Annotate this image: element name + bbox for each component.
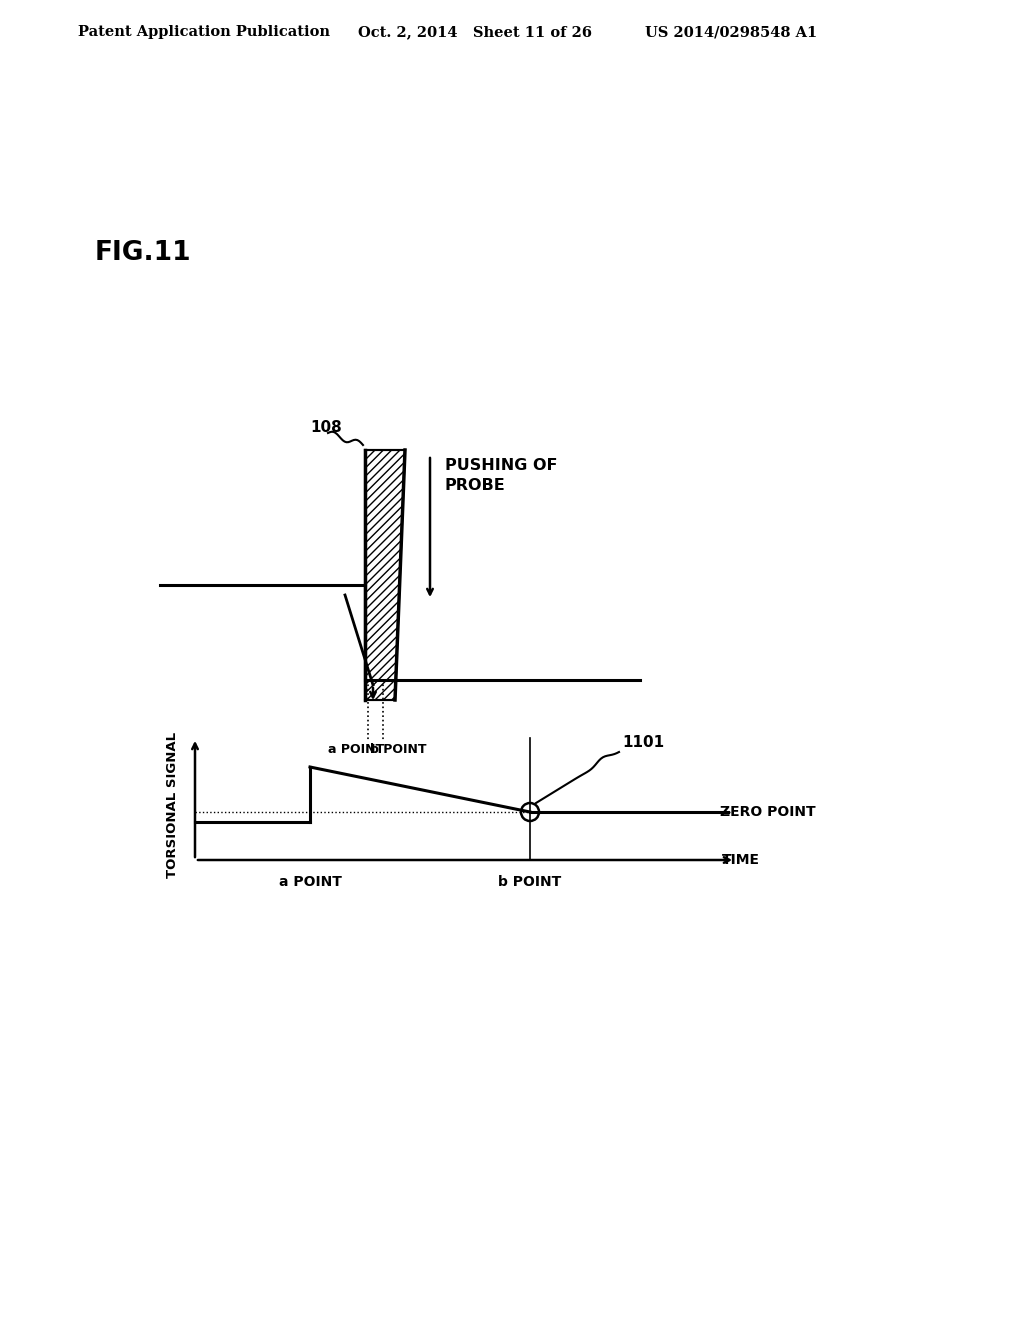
Text: b POINT: b POINT: [499, 875, 561, 888]
Text: Patent Application Publication: Patent Application Publication: [78, 25, 330, 40]
Text: b POINT: b POINT: [370, 743, 427, 756]
Text: TIME: TIME: [722, 853, 760, 867]
Text: US 2014/0298548 A1: US 2014/0298548 A1: [645, 25, 817, 40]
Text: 108: 108: [310, 421, 342, 436]
Text: Oct. 2, 2014   Sheet 11 of 26: Oct. 2, 2014 Sheet 11 of 26: [358, 25, 592, 40]
Text: a POINT: a POINT: [279, 875, 341, 888]
Text: TORSIONAL SIGNAL: TORSIONAL SIGNAL: [167, 731, 179, 878]
Text: a POINT: a POINT: [328, 743, 384, 756]
Text: ZERO POINT: ZERO POINT: [720, 805, 816, 818]
Text: PUSHING OF
PROBE: PUSHING OF PROBE: [445, 458, 557, 492]
Text: 1101: 1101: [622, 735, 665, 750]
Text: FIG.11: FIG.11: [95, 240, 191, 267]
